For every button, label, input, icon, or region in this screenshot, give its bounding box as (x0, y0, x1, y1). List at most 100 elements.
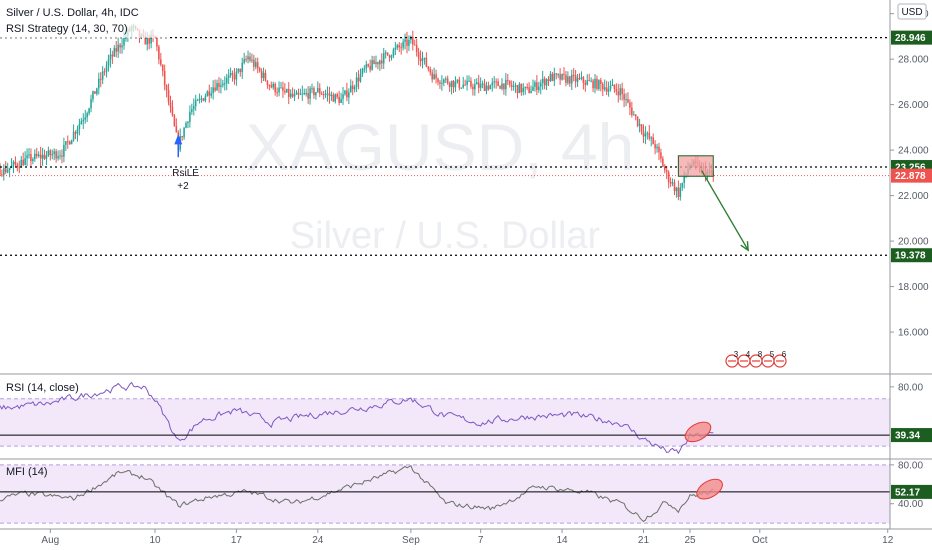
last-price-badge[interactable] (891, 168, 932, 183)
candle-body (412, 36, 414, 45)
rsi-band (0, 398, 890, 447)
candle-body (609, 85, 612, 89)
candle-body (158, 46, 160, 60)
candle-body (146, 36, 149, 45)
candle-body (491, 82, 494, 86)
rsi-legend[interactable]: RSI (14, close) (6, 382, 79, 394)
candle-body (161, 64, 164, 71)
candle-body (4, 168, 7, 173)
candle-body (301, 93, 304, 95)
candle-body (576, 78, 579, 82)
time-tick-label: Oct (752, 535, 768, 546)
event-icon[interactable]: 6 (773, 350, 787, 368)
mfi-tick-label: 80.00 (898, 460, 923, 471)
candle-body (254, 62, 257, 67)
level-badge-resistance[interactable] (891, 30, 932, 45)
level-badge-target[interactable] (891, 248, 932, 263)
candle-body (520, 83, 523, 93)
candle-body (555, 73, 558, 75)
mfi-highlight-ellipse[interactable] (694, 475, 726, 503)
candle-body (462, 84, 465, 88)
candle-body (286, 88, 288, 93)
candle-body (592, 80, 594, 89)
candle-body (268, 85, 271, 87)
candle-body (392, 49, 395, 57)
candle-body (503, 83, 505, 90)
candle-body (20, 159, 23, 168)
candle-body (559, 74, 561, 80)
mfi-legend[interactable]: MFI (14) (6, 466, 48, 478)
candle-body (206, 91, 209, 97)
candle-body (600, 80, 602, 84)
candle-body (402, 41, 404, 48)
candle-body (357, 77, 360, 82)
candle-body (194, 100, 197, 107)
candle-body (256, 62, 259, 69)
price-axis[interactable]: 30.00028.00026.00024.00022.00020.00018.0… (890, 9, 932, 510)
candle-body (262, 72, 265, 79)
candle-body (516, 85, 519, 94)
candle-body (280, 87, 282, 89)
candle-body (320, 93, 323, 95)
candle-body (549, 73, 552, 82)
candle-body (671, 182, 674, 184)
currency-badge[interactable] (897, 3, 927, 20)
candle-body (317, 88, 319, 93)
candle-body (452, 80, 455, 88)
rsi-last-badge[interactable] (891, 428, 932, 443)
candle-body (590, 80, 592, 82)
candle-body (245, 59, 247, 61)
candle-body (336, 94, 339, 97)
candle-body (293, 94, 296, 97)
candle-body (506, 79, 509, 81)
event-icon[interactable]: 8 (749, 350, 763, 368)
candle-body (470, 80, 472, 87)
candle-body (231, 73, 234, 75)
candle-body (373, 60, 375, 65)
candle-body (441, 82, 443, 84)
signal-arrow-icon (174, 134, 183, 145)
candle-body (681, 182, 684, 188)
candle-body (330, 94, 333, 96)
signal-label: RsiLE (172, 168, 199, 179)
event-count: 8 (758, 350, 763, 359)
candle-body (460, 87, 463, 89)
candle-body (638, 124, 641, 126)
candle-body (621, 88, 623, 95)
candle-body (208, 91, 211, 96)
candle-body (349, 85, 352, 93)
candle-body (433, 74, 435, 80)
candle-body (55, 151, 57, 159)
event-icon[interactable]: 3 (725, 350, 739, 368)
candle-body (204, 96, 207, 101)
candle-body (427, 66, 430, 70)
event-count: 3 (734, 350, 739, 359)
candle-body (88, 108, 90, 114)
projection-arrow[interactable] (701, 170, 749, 251)
candle-body (324, 93, 327, 95)
candle-body (458, 79, 461, 88)
strategy-legend[interactable]: RSI Strategy (14, 30, 70) (6, 23, 128, 35)
event-icon[interactable]: 5 (761, 350, 775, 368)
candle-body (202, 98, 205, 101)
candle-body (481, 83, 484, 85)
candle-body (615, 89, 618, 92)
mfi-last-badge[interactable] (891, 484, 932, 499)
candle-body (669, 181, 672, 184)
event-icon[interactable]: 4 (737, 350, 751, 368)
candle-body (220, 85, 222, 87)
candle-body (361, 68, 364, 75)
candle-body (144, 36, 147, 45)
rsi-highlight-ellipse[interactable] (682, 418, 714, 446)
candle-body (198, 98, 201, 101)
candle-body (65, 141, 67, 145)
candle-body (167, 90, 170, 102)
candle-body (444, 78, 447, 80)
candle-body (454, 81, 457, 88)
time-axis[interactable]: Aug 10 17 24 Sep 7 14 21 25 Oct 12 (41, 529, 894, 546)
resistance-zone[interactable] (677, 155, 714, 177)
candle-body (631, 107, 633, 115)
price-tick-label: 20.000 (898, 237, 929, 248)
candle-body (495, 81, 497, 83)
